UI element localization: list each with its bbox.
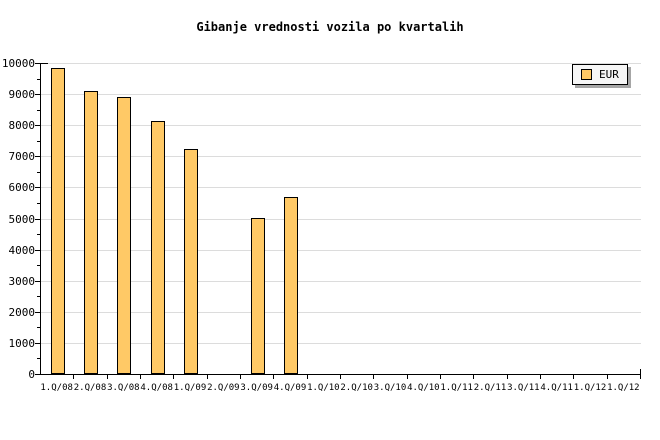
- x-tick-label: 3.Q/11: [507, 383, 540, 393]
- legend: EUR: [572, 64, 628, 85]
- gridline-5000: [41, 219, 641, 220]
- x-tick: [373, 375, 374, 379]
- x-tick-label: 2.Q/08: [73, 383, 107, 393]
- x-tick-label: 4.Q/08: [140, 383, 173, 393]
- x-tick-label: 1.Q/08: [40, 383, 73, 393]
- y-tick-major: [35, 156, 40, 157]
- y-tick-minor: [37, 110, 40, 111]
- x-tick-label: 3.Q/09: [240, 383, 273, 393]
- y-tick-label: 10000: [1, 57, 35, 70]
- x-tick: [173, 375, 174, 379]
- x-tick-label: 4.Q/11: [540, 383, 573, 393]
- gridline-8000: [41, 125, 641, 126]
- y-tick-label: 5000: [8, 212, 36, 226]
- x-tick-label: 1.Q/12: [607, 383, 640, 393]
- x-tick: [207, 375, 208, 379]
- x-tick-label: 3.Q/08: [107, 383, 140, 393]
- x-tick-label: 4.Q/10: [407, 383, 440, 393]
- y-tick-label: 3000: [8, 274, 36, 288]
- x-tick: [573, 375, 574, 379]
- y-tick-label: 7000: [8, 150, 36, 164]
- x-tick-label: 1.Q/10: [307, 383, 340, 393]
- x-tick: [307, 375, 308, 379]
- x-tick-label: 3.Q/10: [373, 383, 407, 393]
- y-tick-major: [35, 281, 40, 282]
- x-tick: [440, 375, 441, 379]
- y-axis-top-cap: [40, 63, 48, 64]
- y-tick-label: 4000: [8, 243, 36, 257]
- x-tick-label: 4.Q/09: [273, 383, 307, 393]
- y-tick-minor: [37, 358, 40, 359]
- y-tick-major: [35, 343, 40, 344]
- x-tick: [407, 375, 408, 379]
- x-tick: [140, 375, 141, 379]
- y-tick-major: [35, 250, 40, 251]
- y-tick-label: 8000: [8, 119, 36, 133]
- y-tick-major: [35, 312, 40, 313]
- x-tick: [273, 375, 274, 379]
- legend-label-eur: EUR: [599, 68, 619, 81]
- plot-area: [40, 63, 641, 375]
- y-tick-minor: [37, 172, 40, 173]
- x-tick: [473, 375, 474, 379]
- x-tick: [240, 375, 241, 379]
- plot-right-edge-stub: [640, 369, 641, 375]
- y-tick-major: [35, 63, 40, 64]
- y-tick-major: [35, 125, 40, 126]
- x-tick-label: 1.Q/09: [173, 383, 207, 393]
- y-tick-label: 2000: [8, 305, 36, 319]
- gridline-3000: [41, 281, 641, 282]
- bar-4.Q/09: [284, 197, 298, 374]
- x-tick: [340, 375, 341, 379]
- y-tick-minor: [37, 203, 40, 204]
- bar-1.Q/08: [51, 68, 65, 374]
- x-tick-label: 1.Q/12: [573, 383, 607, 393]
- chart-title: Gibanje vrednosti vozila po kvartalih: [196, 20, 464, 34]
- y-tick-label: 9000: [8, 88, 36, 102]
- y-tick-major: [35, 374, 40, 375]
- y-tick-minor: [37, 141, 40, 142]
- y-tick-major: [35, 219, 40, 220]
- x-tick-label: 1.Q/11: [440, 383, 473, 393]
- legend-swatch-eur: [581, 69, 592, 80]
- x-tick: [507, 375, 508, 379]
- gridline-6000: [41, 187, 641, 188]
- y-tick-major: [35, 187, 40, 188]
- y-tick-label: 1000: [8, 336, 36, 350]
- bar-4.Q/08: [151, 121, 165, 374]
- x-tick: [607, 375, 608, 379]
- gridline-7000: [41, 156, 641, 157]
- gridline-2000: [41, 312, 641, 313]
- x-tick: [540, 375, 541, 379]
- x-tick-label: 2.Q/09: [207, 383, 240, 393]
- gridline-1000: [41, 343, 641, 344]
- y-tick-label: 6000: [8, 181, 36, 195]
- x-tick: [640, 375, 641, 379]
- bar-3.Q/08: [117, 97, 131, 374]
- y-tick-major: [35, 94, 40, 95]
- gridline-4000: [41, 250, 641, 251]
- gridline-9000: [41, 94, 641, 95]
- bar-1.Q/09: [184, 149, 198, 374]
- bar-2.Q/08: [84, 91, 98, 374]
- y-tick-label: 0: [28, 368, 35, 381]
- y-tick-minor: [37, 265, 40, 266]
- x-tick: [73, 375, 74, 379]
- y-tick-minor: [37, 79, 40, 80]
- x-tick-label: 2.Q/11: [473, 383, 507, 393]
- x-tick: [107, 375, 108, 379]
- y-tick-minor: [37, 327, 40, 328]
- bar-3.Q/09: [251, 218, 265, 374]
- x-tick-label: 2.Q/10: [340, 383, 373, 393]
- gridline-10000: [41, 63, 641, 64]
- y-tick-minor: [37, 296, 40, 297]
- y-tick-minor: [37, 234, 40, 235]
